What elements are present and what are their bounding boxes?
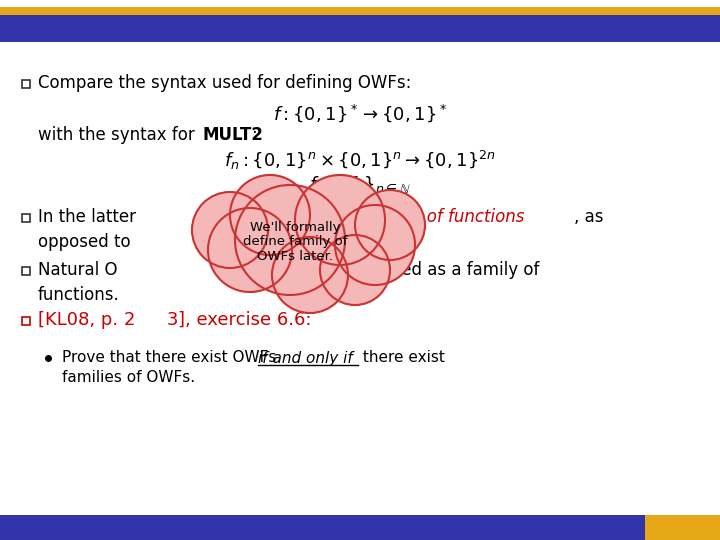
Circle shape [272, 237, 348, 313]
Text: families of OWFs.: families of OWFs. [62, 370, 195, 386]
Circle shape [192, 192, 268, 268]
Text: Functions vs. function families: Functions vs. function families [12, 15, 373, 35]
Text: , as: , as [574, 208, 603, 226]
Text: $f : \{0,1\}^* \rightarrow \{0,1\}^*$: $f : \{0,1\}^* \rightarrow \{0,1\}^*$ [273, 102, 447, 124]
Text: :: : [252, 126, 258, 144]
Circle shape [320, 235, 390, 305]
FancyBboxPatch shape [22, 214, 30, 222]
FancyBboxPatch shape [0, 515, 720, 540]
Circle shape [235, 185, 345, 295]
Text: if and only if: if and only if [258, 350, 353, 366]
Text: 3: 3 [167, 311, 179, 329]
FancyBboxPatch shape [22, 267, 30, 275]
Text: with the syntax for: with the syntax for [38, 126, 200, 144]
Circle shape [230, 175, 310, 255]
Text: $f = \{f_n\}_{n \in \mathbb{N}}$: $f = \{f_n\}_{n \in \mathbb{N}}$ [309, 175, 411, 195]
Text: In the latter: In the latter [38, 208, 136, 226]
Text: Sharif University: Sharif University [10, 523, 96, 533]
FancyBboxPatch shape [645, 515, 720, 540]
Circle shape [335, 205, 415, 285]
FancyBboxPatch shape [22, 317, 30, 325]
FancyBboxPatch shape [0, 7, 720, 42]
Text: ], exercise 6.6:: ], exercise 6.6: [178, 311, 312, 329]
Text: functions.: functions. [38, 286, 120, 304]
Circle shape [295, 175, 385, 265]
Text: 24 / 50: 24 / 50 [660, 522, 705, 535]
Circle shape [355, 190, 425, 260]
Text: family of functions: family of functions [370, 208, 524, 226]
Text: Prove that there exist OWFs: Prove that there exist OWFs [62, 350, 282, 366]
FancyBboxPatch shape [0, 7, 720, 15]
Text: MULT2: MULT2 [202, 126, 263, 144]
FancyBboxPatch shape [22, 80, 30, 88]
Text: Introduction to Modern Cryptography: Introduction to Modern Cryptography [263, 523, 457, 533]
Text: $f_n : \{0,1\}^n \times \{0,1\}^n \rightarrow \{0,1\}^{2n}$: $f_n : \{0,1\}^n \times \{0,1\}^n \right… [224, 148, 496, 172]
Text: opposed to: opposed to [38, 233, 130, 251]
Text: efined as a family of: efined as a family of [370, 261, 539, 279]
Text: Natural O: Natural O [38, 261, 117, 279]
Text: Compare the syntax used for defining OWFs:: Compare the syntax used for defining OWF… [38, 74, 411, 92]
Text: there exist: there exist [358, 350, 445, 366]
Text: We'll formally
define family of
OWFs later.: We'll formally define family of OWFs lat… [243, 220, 347, 264]
Circle shape [208, 208, 292, 292]
Text: [KL08, p. 2: [KL08, p. 2 [38, 311, 135, 329]
